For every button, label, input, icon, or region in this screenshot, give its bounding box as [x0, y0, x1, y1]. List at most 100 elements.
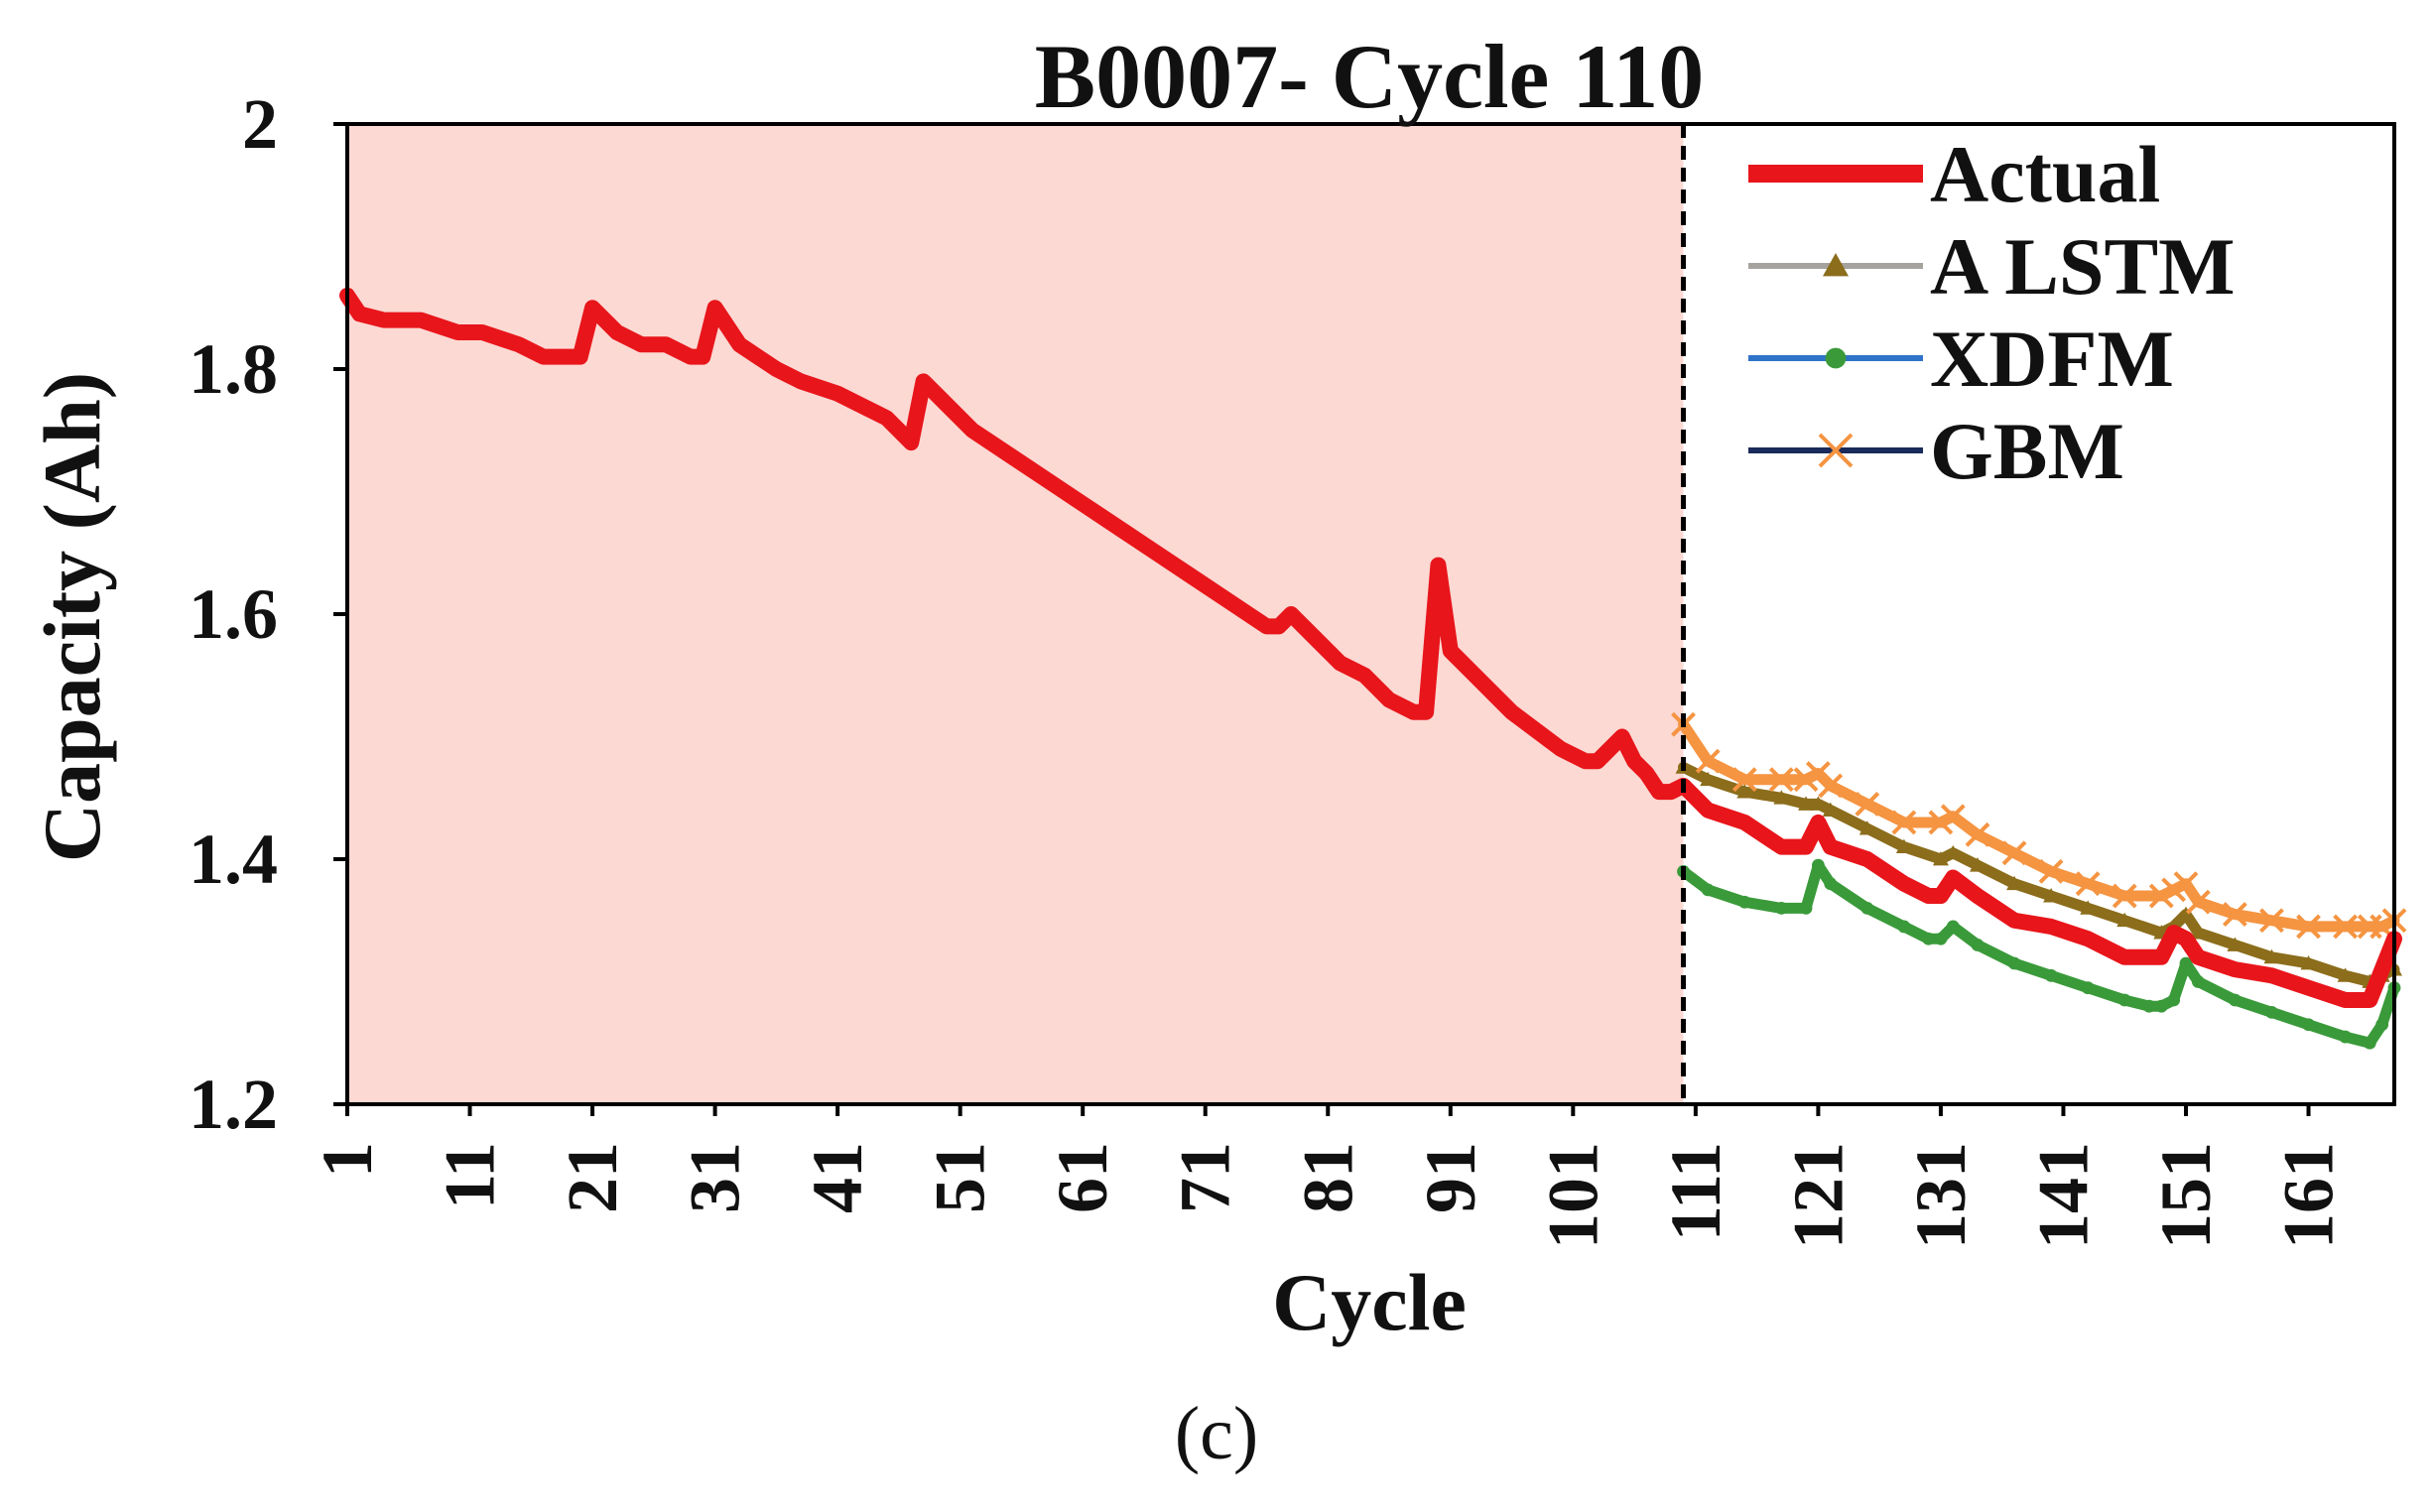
x-tick-label: 111 [1656, 1142, 1735, 1241]
x-tick-label: 81 [1288, 1142, 1367, 1213]
legend-item-actual: Actual [1748, 129, 2160, 219]
data-point-xdfm [2265, 1005, 2278, 1019]
data-point-xdfm [2044, 968, 2058, 982]
x-tick-label: 141 [2023, 1142, 2103, 1249]
data-point-gbm [2296, 914, 2321, 940]
data-point-gbm [2001, 840, 2027, 866]
data-point-a-lstm [1736, 784, 1753, 799]
data-point-gbm [2333, 914, 2359, 940]
data-point-xdfm [1799, 902, 1813, 915]
x-tick-label: 151 [2146, 1142, 2226, 1249]
series-gbm [1671, 711, 2407, 940]
data-point-xdfm [1701, 883, 1715, 897]
x-tick-label: 91 [1411, 1142, 1490, 1213]
x-axis-ticks: 1 11 21 31 41 51 61 71 81 91 101 111 121 131 141 151 161 [308, 1104, 2349, 1249]
data-point-a-lstm [1773, 790, 1790, 805]
data-point-xdfm [2142, 999, 2156, 1013]
x-tick-label: 11 [431, 1142, 510, 1209]
data-point-gbm [1731, 767, 1757, 793]
x-tick-label: 61 [1043, 1142, 1122, 1213]
data-point-gbm [2161, 877, 2187, 903]
data-point-xdfm [1774, 902, 1788, 915]
x-axis-title: Cycle [1272, 1257, 1467, 1347]
data-point-gbm [1940, 804, 1966, 829]
data-point-a-lstm [1700, 771, 1717, 787]
data-point-xdfm [2229, 993, 2242, 1007]
x-tick-label: 41 [798, 1142, 877, 1213]
data-point-a-lstm [1822, 802, 1839, 817]
data-point-a-lstm [2177, 906, 2194, 921]
x-tick-label: 21 [553, 1142, 632, 1213]
data-point-a-lstm [2043, 888, 2060, 903]
data-point-gbm [1793, 767, 1819, 793]
data-point-xdfm [2179, 956, 2193, 970]
data-point-a-lstm [2337, 967, 2354, 982]
y-tick-label: 1.6 [189, 574, 278, 654]
legend-label: GBM [1930, 406, 2124, 496]
series-layer [339, 287, 2407, 1050]
data-point-gbm [1695, 748, 1721, 774]
data-point-gbm [1965, 821, 1990, 847]
data-point-gbm [2185, 889, 2211, 915]
data-point-xdfm [2081, 981, 2095, 995]
data-point-xdfm [1737, 895, 1751, 909]
data-point-gbm [2222, 902, 2247, 927]
data-point-a-lstm [2190, 925, 2207, 940]
data-point-gbm [1891, 810, 1917, 835]
data-point-xdfm [2363, 1036, 2376, 1050]
legend-label: Actual [1930, 129, 2160, 219]
y-tick-label: 1.4 [189, 819, 278, 899]
data-point-xdfm [1946, 920, 1960, 934]
data-point-a-lstm [1858, 820, 1875, 835]
data-point-xdfm [2375, 1018, 2389, 1032]
series-actual [339, 287, 2402, 1009]
data-point-gbm [1928, 810, 1954, 835]
data-point-a-lstm [1895, 838, 1912, 854]
data-point-a-lstm [1932, 851, 1949, 866]
data-point-xdfm [1860, 902, 1874, 915]
data-point-gbm [1768, 767, 1794, 793]
data-point-gbm [2148, 883, 2174, 909]
data-point-gbm [2173, 871, 2199, 897]
x-tick-label: 161 [2269, 1142, 2349, 1249]
x-tick-label: 1 [308, 1142, 387, 1178]
data-point-a-lstm [2263, 948, 2280, 964]
data-point-a-lstm [2227, 937, 2243, 951]
legend-item-gbm: GBM [1748, 406, 2124, 496]
x-tick-label: 71 [1166, 1142, 1245, 1213]
data-point-gbm [2259, 908, 2284, 934]
data-point-gbm [2112, 883, 2137, 909]
y-tick-label: 1.2 [189, 1065, 278, 1144]
data-point-xdfm [1971, 939, 1985, 951]
data-point-gbm [1818, 773, 1844, 799]
data-point-gbm [1855, 792, 1880, 817]
data-point-a-lstm [2006, 875, 2023, 891]
data-point-gbm [2075, 871, 2101, 897]
data-point-xdfm [2339, 1030, 2352, 1044]
data-point-xdfm [2154, 999, 2168, 1013]
x-tick-label: 121 [1778, 1142, 1858, 1249]
data-point-xdfm [1922, 932, 1935, 945]
legend-item-a-lstm: A LSTM [1748, 221, 2236, 312]
data-point-xdfm [1934, 932, 1948, 945]
x-tick-label: 101 [1533, 1142, 1612, 1249]
data-point-a-lstm [1798, 796, 1815, 811]
figure-caption: (c) [1175, 1392, 1258, 1475]
training-region-shading [347, 124, 1684, 1104]
data-point-xdfm [1824, 877, 1838, 891]
x-tick-label: 31 [676, 1142, 755, 1213]
y-tick-label: 2 [242, 84, 278, 164]
chart-title: B0007- Cycle 110 [1035, 26, 1705, 127]
data-point-a-lstm [1969, 857, 1986, 872]
data-point-gbm [2038, 858, 2064, 884]
legend-marker [1823, 253, 1849, 277]
legend-marker [1818, 433, 1854, 468]
data-point-xdfm [2302, 1018, 2315, 1032]
legend-label: A LSTM [1930, 221, 2236, 312]
data-point-xdfm [1811, 858, 1825, 872]
data-point-xdfm [2167, 993, 2181, 1007]
data-point-a-lstm [2116, 912, 2133, 928]
legend-marker [1825, 347, 1847, 369]
y-tick-label: 1.8 [189, 329, 278, 409]
